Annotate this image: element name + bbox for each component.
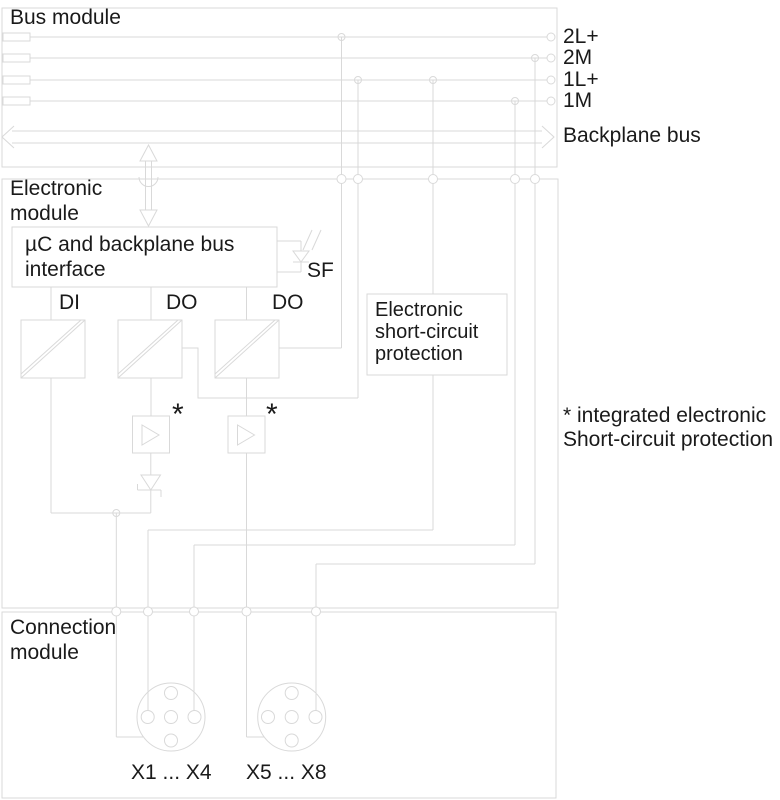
channel-label-do2: DO [272,291,304,314]
ground-2m-line [315,563,535,711]
footnote: * integrated electronic Short-circuit pro… [563,404,773,452]
connection-module-box [1,611,557,799]
rail-label-2lplus: 2L+ [563,25,599,48]
data-exchange-arrow [138,143,159,228]
uc-interface-label: µC and backplane bus interface [25,232,234,282]
uc-interface-label-line2: interface [25,258,106,281]
sensor-supply-line [147,529,433,711]
isolation-barrier-icon-do1 [117,319,183,379]
backplane-bus-arrow [1,125,555,149]
rail-label-1m: 1M [563,89,593,112]
scp-label-line2: short-circuit [375,321,479,343]
scp-label-line1: Electronic [375,299,463,321]
sf-led-label: SF [307,259,334,282]
asterisk-marker-1: * [172,398,184,431]
electronic-module-box [1,178,559,609]
sf-led-icon [277,229,322,273]
connection-module-title-line1: Connection [10,616,117,639]
bus-module-box [1,7,558,168]
connection-module-title: Connection module [10,615,116,665]
do2-signal-line [246,378,264,738]
channel-label-do1: DO [166,291,198,314]
electronic-module-title: Electronic module [10,176,102,226]
do1-supply-line [182,347,358,399]
driver-amplifier-icon-2 [227,415,266,454]
ground-1m-line [193,544,515,711]
scp-label-line3: protection [375,343,463,365]
isolation-barrier-icon-do2 [214,319,280,379]
module-contact-icons-top [336,174,540,184]
bus-module-title: Bus module [10,6,121,29]
uc-interface-label-line1: µC and backplane bus [25,233,235,256]
connection-module-title-line2: module [10,641,79,664]
footnote-line2: Short-circuit protection [563,428,774,451]
short-circuit-protection-label: Electronic short-circuit protection [375,299,478,365]
electronic-module-title-line1: Electronic [10,177,103,200]
uc-interface-box [11,226,278,288]
channel-stub-lines [50,287,247,320]
rail-label-2m: 2M [563,46,593,69]
channel-label-di: DI [59,291,80,314]
driver-amplifier-icon-1 [132,415,170,454]
m12-connector-icon-x5-x8 [257,682,327,752]
short-circuit-protection-box [366,293,508,376]
electronic-module-title-line2: module [10,202,79,225]
connector-label-x5-x8: X5 ... X8 [246,761,327,784]
bus-terminal-icons [2,32,31,106]
rail-label-1lplus: 1L+ [563,68,599,91]
backplane-bus-label: Backplane bus [563,124,701,147]
isolation-barrier-icon-di [20,319,86,379]
footnote-line1: * integrated electronic [563,404,767,427]
asterisk-marker-2: * [266,398,278,431]
di-signal-line [50,378,151,738]
module-contact-icons-bottom [111,606,321,617]
connector-label-x1-x4: X1 ... X4 [131,761,212,784]
power-rail-lines [30,32,556,106]
supply-drop-lines [337,33,539,564]
m12-connector-icon-x1-x4 [136,682,206,752]
zener-diode-icon [137,474,162,497]
